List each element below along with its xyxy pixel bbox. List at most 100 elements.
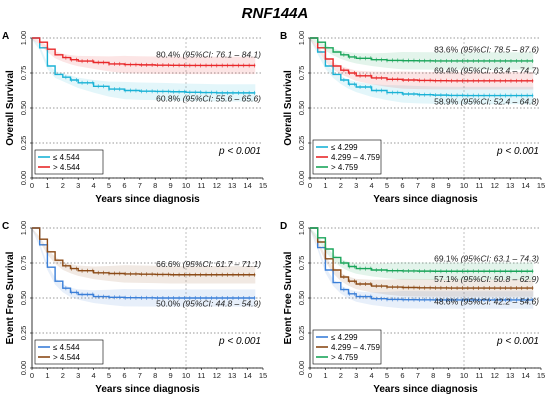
annotation-pct: 58.9% [434,97,460,107]
x-tick-label: 0 [30,181,34,190]
x-tick-label: 14 [521,371,529,380]
x-tick-label: 12 [491,181,499,190]
y-tick-label: 0.25 [297,326,306,341]
x-tick-label: 7 [138,181,142,190]
legend-label: 4.299 – 4.759 [331,153,380,162]
annotation-ci: (95%CI: 42.2 – 54.6) [461,296,540,306]
x-tick-label: 13 [228,371,236,380]
panel-label: B [280,31,287,42]
x-tick-label: 13 [228,181,236,190]
p-value: p < 0.001 [496,336,539,347]
panel-c: C0.000.250.500.751.000 1 2 3 4 5 6 7 8 9 10 11 12 13 1… [2,221,267,395]
annotation-pct: 69.1% [434,254,460,264]
legend-label: > 4.759 [331,353,358,362]
x-tick-label: 7 [416,181,420,190]
p-value: p < 0.001 [496,146,539,157]
ci-band [32,38,256,102]
annotation-ci: (95%CI: 44.8 – 54.9) [183,298,262,308]
x-tick-label: 7 [416,371,420,380]
annotation-ci: (95%CI: 63.4 – 74.7) [461,66,540,76]
annotation-pct: 80.4% [156,50,182,60]
legend-label: 4.299 – 4.759 [331,343,380,352]
y-axis-label: Event Free Survival [5,251,16,344]
y-tick-label: 0.75 [297,66,306,81]
panel-label: A [2,31,9,42]
x-tick-label: 12 [491,371,499,380]
y-tick-label: 0.75 [297,256,306,271]
x-tick-label: 9 [447,371,451,380]
y-axis-label: Overall Survival [283,70,294,146]
survival-annotation: 57.1% (95%CI: 50.8 – 62.9) [434,274,539,284]
x-tick-label: 11 [476,371,484,380]
x-tick-label: 7 [138,371,142,380]
x-axis-label: Years since diagnosis [373,194,478,205]
y-tick-label: 0.50 [19,291,28,306]
y-tick-label: 0.00 [19,361,28,376]
x-tick-label: 1 [323,181,327,190]
survival-annotation: 69.1% (95%CI: 63.1 – 74.3) [434,254,539,264]
x-tick-label: 13 [506,181,514,190]
annotation-ci: (95%CI: 78.5 – 87.6) [461,45,540,55]
ci-band [310,38,534,70]
x-tick-label: 15 [537,371,545,380]
panel-b: B0.000.250.500.751.000 1 2 3 4 5 6 7 8 9 10 11 12 13 1… [280,31,545,205]
survival-annotation: 66.6% (95%CI: 61.7 – 71.1) [156,259,261,269]
x-tick-label: 6 [400,371,404,380]
x-tick-label: 0 [308,371,312,380]
annotation-ci: (95%CI: 76.1 – 84.1) [183,50,262,60]
x-tick-label: 14 [243,371,251,380]
survival-annotation: 80.4% (95%CI: 76.1 – 84.1) [156,50,261,60]
x-tick-label: 2 [61,181,65,190]
series-line [310,227,534,272]
y-tick-label: 1.00 [19,31,28,46]
x-axis-label: Years since diagnosis [373,384,478,395]
x-tick-label: 11 [198,371,206,380]
survival-annotation: 50.0% (95%CI: 44.8 – 54.9) [156,298,261,308]
annotation-pct: 69.4% [434,66,460,76]
annotation-pct: 83.6% [434,45,460,55]
y-tick-label: 0.25 [297,136,306,151]
x-tick-label: 14 [521,181,529,190]
x-tick-label: 12 [213,181,221,190]
annotation-pct: 48.6% [434,296,460,306]
survival-annotation: 60.8% (95%CI: 55.6 – 65.6) [156,94,261,104]
y-tick-label: 1.00 [297,31,306,46]
ci-band [32,228,256,284]
series-line [32,37,256,94]
y-tick-label: 0.00 [297,361,306,376]
x-tick-label: 15 [537,181,545,190]
x-tick-label: 5 [107,181,111,190]
y-tick-label: 1.00 [19,221,28,236]
ci-band [310,228,534,280]
legend-label: ≤ 4.299 [331,333,358,342]
series-line [310,37,534,62]
x-axis-label: Years since diagnosis [95,194,200,205]
series-line [32,227,256,299]
panel-label: D [280,221,287,232]
x-tick-label: 12 [213,371,221,380]
x-tick-label: 10 [460,181,468,190]
x-tick-label: 11 [198,181,206,190]
x-tick-label: 10 [460,371,468,380]
x-tick-label: 4 [92,371,96,380]
x-axis-label: Years since diagnosis [95,384,200,395]
legend-label: ≤ 4.544 [53,343,80,352]
x-tick-label: 14 [243,181,251,190]
x-tick-label: 4 [92,181,96,190]
annotation-pct: 60.8% [156,94,182,104]
x-tick-label: 9 [169,371,173,380]
x-tick-label: 3 [76,371,80,380]
x-tick-label: 5 [385,371,389,380]
panel-d: D0.000.250.500.751.000 1 2 3 4 5 6 7 8 9 10 11 12 13 1… [280,221,545,395]
y-tick-label: 0.75 [19,256,28,271]
y-tick-label: 0.25 [19,326,28,341]
y-axis-label: Overall Survival [5,70,16,146]
annotation-ci: (95%CI: 55.6 – 65.6) [183,94,262,104]
x-tick-label: 3 [354,371,358,380]
series-line [310,227,534,301]
survival-annotation: 83.6% (95%CI: 78.5 – 87.6) [434,45,539,55]
y-tick-label: 0.50 [297,291,306,306]
x-tick-label: 8 [431,371,435,380]
ci-band [310,38,534,90]
x-tick-label: 9 [169,181,173,190]
